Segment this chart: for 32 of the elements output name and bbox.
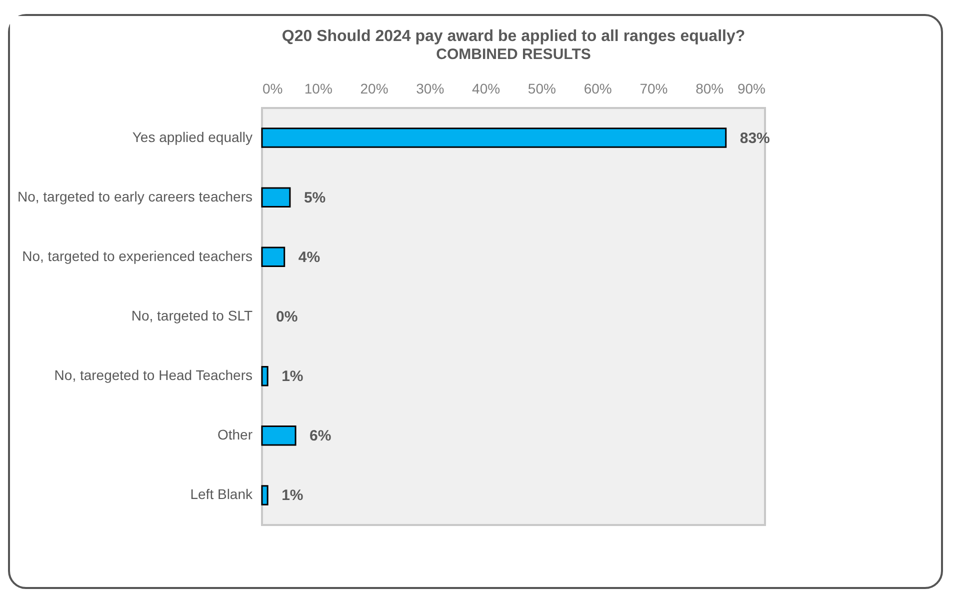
chart-title: Q20 Should 2024 pay award be applied to all ranges equally? [282, 28, 746, 45]
y-tick-label: Yes applied equally [132, 128, 252, 145]
x-tick-label: 70% [640, 80, 668, 96]
x-tick-label: 90% [737, 80, 766, 96]
y-tick-label: No, taregeted to Head Teachers [54, 367, 252, 384]
x-tick-label: 60% [584, 80, 612, 96]
bar [261, 187, 291, 208]
data-label: 6% [310, 428, 332, 445]
bar [261, 246, 286, 268]
chart-subtitle: COMBINED RESULTS [436, 46, 591, 63]
data-label: 4% [298, 248, 320, 266]
data-label: 0% [276, 308, 298, 326]
y-tick-label: No, targeted to SLT [131, 308, 253, 324]
data-label: 83% [740, 130, 770, 147]
x-tick-label: 40% [472, 80, 500, 96]
bar [261, 128, 727, 148]
x-tick-label: 30% [416, 80, 444, 96]
bar [261, 366, 268, 386]
data-label: 5% [304, 189, 326, 206]
y-tick-label: No, targeted to experienced teachers [22, 248, 252, 264]
y-tick-label: Other [217, 426, 253, 443]
x-tick-label: 20% [360, 80, 388, 96]
x-tick-label: 50% [528, 80, 556, 96]
x-tick-label: 0% [262, 80, 283, 96]
bar [261, 426, 296, 446]
x-tick-label: 80% [696, 80, 724, 96]
y-tick-label: No, targeted to early careers teachers [17, 188, 252, 204]
bar [261, 485, 268, 506]
y-tick-label: Left Blank [190, 486, 254, 502]
data-label: 1% [282, 487, 304, 504]
x-tick-label: 10% [304, 80, 332, 96]
data-label: 1% [282, 368, 304, 386]
